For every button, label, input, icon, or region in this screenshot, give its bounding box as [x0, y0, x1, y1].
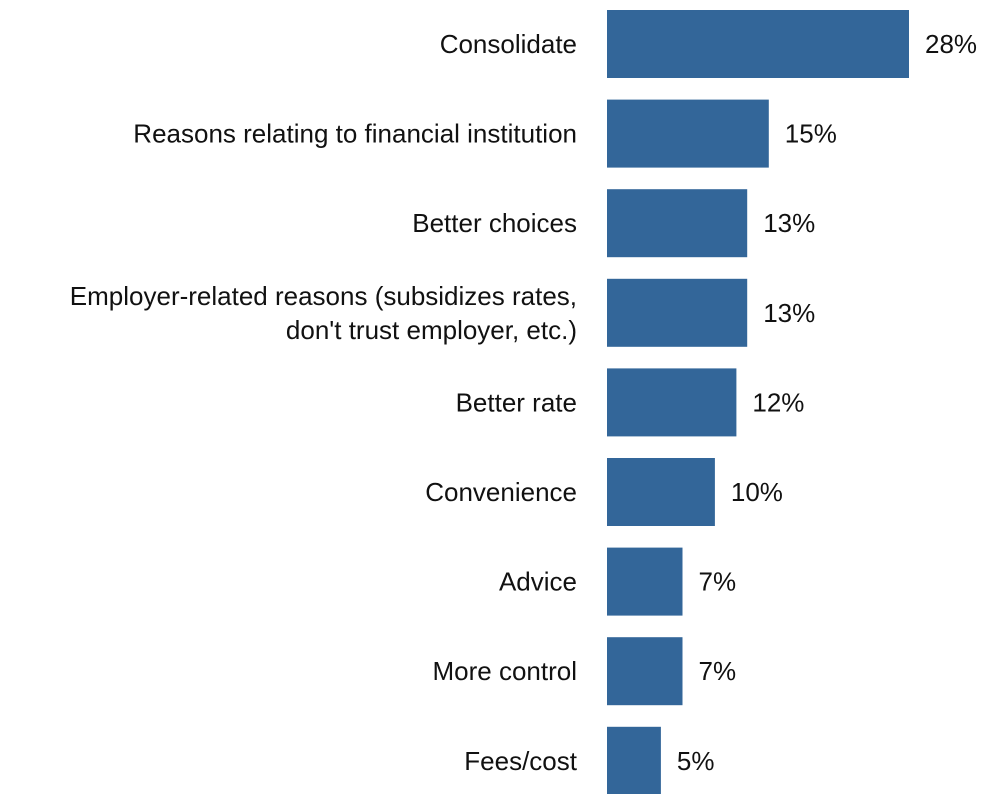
category-label-8: Fees/cost — [464, 746, 577, 776]
value-label-8: 5% — [677, 746, 715, 776]
value-label-5: 10% — [731, 477, 783, 507]
category-label-3: Employer-related reasons (subsidizes rat… — [70, 281, 577, 345]
value-label-0: 28% — [925, 29, 977, 59]
value-label-4: 12% — [752, 387, 804, 417]
value-label-1: 15% — [785, 119, 837, 149]
category-label-0: Consolidate — [440, 29, 577, 59]
category-label-7: More control — [433, 656, 578, 686]
value-label-3: 13% — [763, 298, 815, 328]
value-label-2: 13% — [763, 208, 815, 238]
bar-2 — [607, 189, 748, 258]
value-label-7: 7% — [699, 656, 737, 686]
bar-7 — [607, 637, 683, 706]
bar-3 — [607, 278, 748, 347]
category-label-1: Reasons relating to financial institutio… — [133, 119, 577, 149]
bar-5 — [607, 458, 715, 526]
category-label-6: Advice — [499, 567, 577, 597]
category-labels-group: Consolidate Reasons relating to financial… — [70, 29, 578, 776]
bar-8 — [607, 726, 661, 794]
value-labels-group: 28% 15% 13% 13% 12% 10% 7% 7% 5% — [677, 29, 977, 776]
category-label-4: Better rate — [456, 387, 577, 417]
bar-4 — [607, 368, 737, 437]
bar-6 — [607, 547, 683, 616]
category-label-2: Better choices — [412, 208, 577, 238]
bar-1 — [607, 99, 769, 168]
value-label-6: 7% — [699, 567, 737, 597]
bar-0 — [607, 10, 909, 78]
category-label-5: Convenience — [425, 477, 577, 507]
bars-group — [607, 10, 909, 794]
